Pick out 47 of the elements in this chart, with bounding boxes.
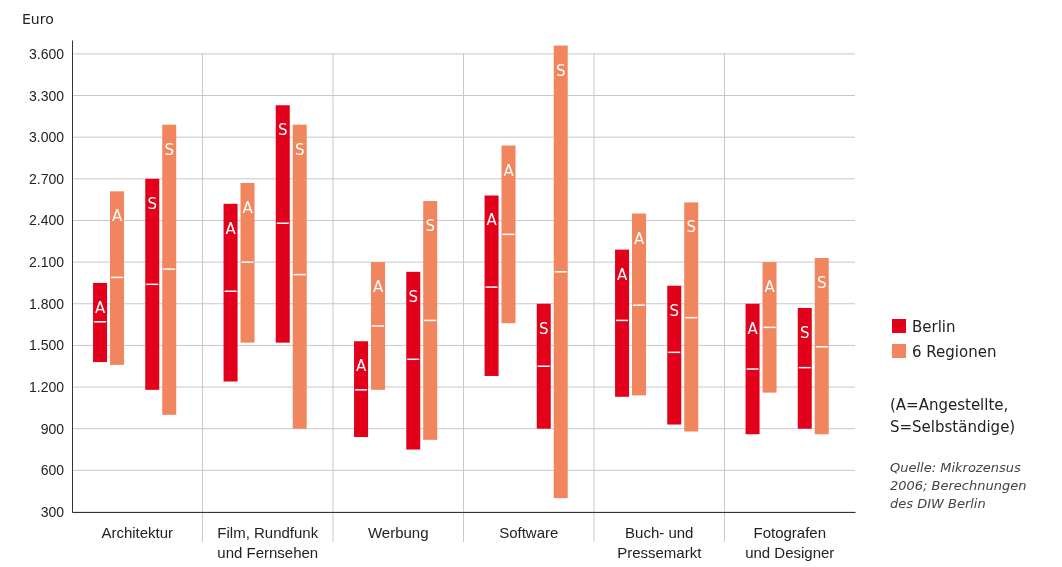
text: S	[277, 121, 288, 140]
text: S	[816, 273, 827, 292]
text: A	[616, 265, 628, 284]
y-tick-label: 2.400	[28, 212, 65, 229]
y-tick-label: 300	[40, 503, 65, 520]
text: S	[555, 61, 566, 80]
source-note: Quelle: Mikrozensus 2006; Berechnungen des DIW Berlin	[890, 460, 1027, 511]
x-tick-label: Architektur	[101, 524, 174, 541]
text: S	[669, 301, 680, 320]
y-tick-label: 600	[40, 462, 65, 479]
text: A	[764, 278, 775, 297]
legend-label: Berlin	[912, 318, 956, 336]
text: A	[503, 161, 514, 180]
text: A	[486, 211, 497, 230]
text: A	[225, 219, 236, 238]
text: (A=Angestellte, S=Selbständige)	[890, 396, 1016, 436]
x-tick-label: Software	[499, 524, 559, 541]
y-axis-title: Euro	[22, 11, 54, 27]
text: S	[799, 323, 810, 342]
text: S	[538, 319, 549, 338]
x-tick-label: Film, Rundfunk und Fernsehen	[217, 524, 319, 561]
y-tick-label: 3.300	[28, 87, 65, 104]
y-tick-label: 1.200	[28, 379, 65, 396]
text: S	[164, 140, 174, 159]
x-tick-label: Fotografen und Designer	[745, 524, 835, 561]
text: A	[111, 207, 123, 226]
text: S	[425, 217, 435, 236]
x-tick-label: Buch- und Pressemarkt	[617, 524, 703, 561]
y-tick-label: 2.700	[28, 170, 65, 187]
y-tick-label: 1.800	[28, 295, 65, 312]
text: S	[686, 218, 696, 237]
y-tick-label: 3.000	[28, 129, 65, 146]
text: S	[294, 140, 305, 159]
text: A	[633, 229, 645, 248]
text: A	[355, 357, 367, 376]
y-tick-label: 1.500	[28, 337, 65, 354]
text: A	[94, 298, 106, 317]
text: A	[242, 198, 253, 217]
y-tick-label: 2.100	[28, 254, 65, 271]
y-tick-label: 3.600	[28, 45, 65, 62]
text: A	[372, 278, 384, 297]
text: S	[408, 287, 419, 306]
y-tick-label: 900	[40, 420, 65, 437]
text: S	[147, 194, 158, 213]
x-tick-label: Werbung	[367, 524, 429, 541]
text: A	[747, 319, 758, 338]
legend-label: 6 Regionen	[912, 343, 997, 361]
